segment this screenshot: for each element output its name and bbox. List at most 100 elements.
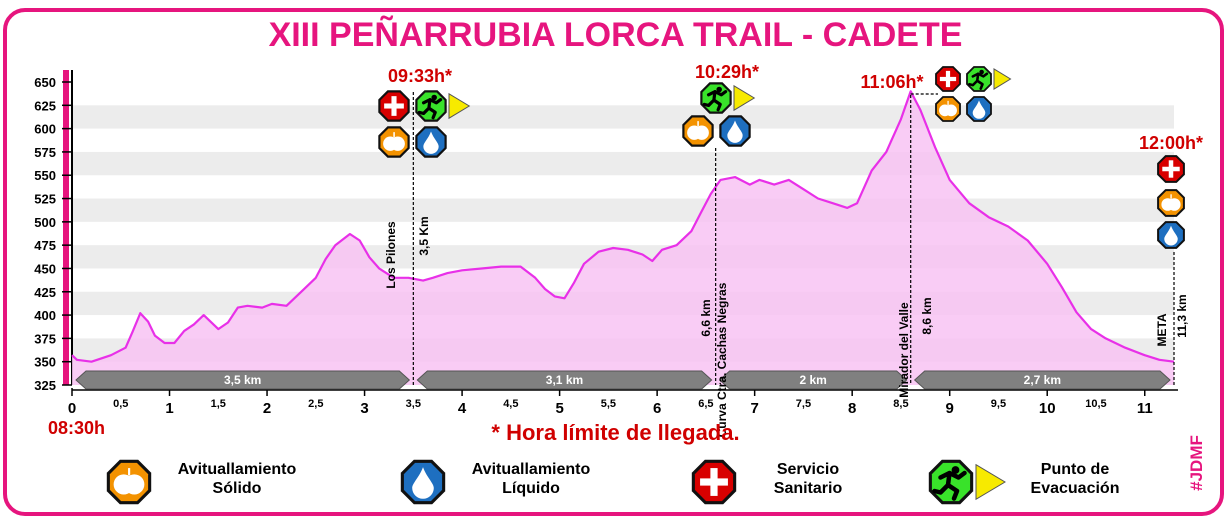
servicio-sanitario-icon [691,459,737,505]
x-tick-label: 9 [946,400,954,417]
segment-label: 3,1 km [546,373,583,387]
y-tick-label: 650 [34,75,56,90]
x-minor-tick-label: 0,5 [113,398,128,410]
legend-item-sanitario: Servicio Sanitario [688,456,888,506]
x-minor-tick-label: 1,5 [211,398,226,410]
servicio-sanitario-icon [1157,155,1185,183]
avituallamiento-solido-icon [106,459,152,505]
segment-bar [75,370,411,390]
segment-label: 2,7 km [1024,373,1061,387]
checkpoint-distance: 11,3 km [1175,294,1189,337]
servicio-sanitario-icon [935,66,961,92]
x-tick-label: 10 [1039,400,1056,417]
checkpoint-name: Curva Ctra. Cachas Negras [715,282,729,437]
y-tick-label: 375 [34,331,56,346]
x-minor-tick-label: 3,5 [406,398,421,410]
checkpoint-time: 09:33h* [388,66,452,86]
x-tick-label: 0 [68,400,76,417]
x-minor-tick-label: 4,5 [503,398,518,410]
y-tick-label: 500 [34,215,56,230]
legend-label-solido: Avituallamiento Sólido [177,461,297,497]
punto-evacuacion-glyph [928,459,1006,505]
y-tick-label: 425 [34,285,56,300]
y-tick-label: 450 [34,261,56,276]
punto-evacuacion-icon [415,90,471,122]
author-tag-text: #JDMF [1187,435,1206,491]
checkpoint-distance: 8,6 km [920,297,934,334]
checkpoint-name: Los Pilones [384,221,398,289]
checkpoint-name: META [1155,313,1169,346]
checkpoint-name: Mirador del Valle [897,302,911,398]
segment-label: 2 km [799,373,826,387]
x-minor-tick-label: 9,5 [991,398,1006,410]
avituallamiento-solido-icon [682,115,714,147]
punto-evacuacion-icon [928,459,1006,505]
avituallamiento-solido-glyph [106,459,152,505]
x-tick-label: 4 [458,400,467,417]
x-minor-tick-label: 8,5 [893,398,908,410]
avituallamiento-liquido-glyph [400,459,446,505]
x-tick-label: 7 [750,400,758,417]
checkpoint-time: 12:00h* [1139,133,1203,153]
avituallamiento-liquido-icon [719,115,751,147]
legend-item-evacuacion: Punto de Evacuación [925,456,1155,506]
segment-bar [416,370,713,390]
segment-bar [718,370,908,390]
avituallamiento-liquido-icon [966,96,992,122]
legend-label-liquido: Avituallamiento Líquido [471,461,591,497]
x-tick-label: 11 [1137,400,1153,417]
avituallamiento-solido-icon [1157,189,1185,217]
elevation-line [71,90,1175,363]
x-tick-label: 3 [360,400,368,417]
y-tick-label: 625 [34,98,56,113]
checkpoint: 11:06h* Mirador del Valle 8,6 km [860,66,1012,398]
x-tick-label: 6 [653,400,661,417]
servicio-sanitario-glyph [691,459,737,505]
segment-label: 3,5 km [224,373,261,387]
x-minor-tick-label: 6,5 [698,398,713,410]
servicio-sanitario-icon [378,90,410,122]
legend-item-liquido: Avituallamiento Líquido [397,456,617,506]
legend-label-sanitario: Servicio Sanitario [773,461,843,497]
author-tag: #JDMF [1187,423,1207,503]
avituallamiento-solido-icon [935,96,961,122]
grid-band [72,105,1174,129]
y-tick-label: 575 [34,145,56,160]
y-tick-label: 475 [34,238,56,253]
avituallamiento-solido-icon [378,126,410,158]
segment-bar [913,370,1171,390]
avituallamiento-liquido-icon [1157,221,1185,249]
checkpoint: 12:00h* META 11,3 km [1139,133,1203,385]
checkpoint: 09:33h* Los Pilones 3,5 Km [378,66,471,385]
x-tick-label: 1 [165,400,173,417]
y-axis-accent-bar [63,70,69,385]
y-tick-label: 550 [34,168,56,183]
x-minor-tick-label: 2,5 [308,398,323,410]
elevation-area [72,91,1174,386]
checkpoint-time: 11:06h* [860,72,923,92]
x-tick-label: 5 [555,400,563,417]
x-minor-tick-label: 5,5 [601,398,616,410]
page-title: XIII PEÑARRUBIA LORCA TRAIL - CADETE [268,16,963,54]
x-minor-tick-label: 10,5 [1085,398,1106,410]
start-time: 08:30h [48,418,106,438]
legend-item-solido: Avituallamiento Sólido [103,456,323,506]
avituallamiento-liquido-icon [400,459,446,505]
grid-band [72,151,1174,176]
avituallamiento-liquido-icon [415,126,447,158]
y-tick-label: 600 [34,122,56,137]
grid-band [72,198,1174,222]
checkpoint-distance: 3,5 Km [417,216,431,255]
x-minor-tick-label: 7,5 [796,398,811,410]
x-tick-label: 2 [263,400,271,417]
y-tick-label: 525 [34,192,56,207]
y-tick-label: 325 [34,378,56,393]
y-tick-label: 400 [34,308,56,323]
x-tick-label: 8 [848,400,856,417]
checkpoint-distance: 6,6 km [699,299,713,336]
punto-evacuacion-icon [700,82,756,114]
legend-label-evacuacion: Punto de Evacuación [1030,461,1120,497]
